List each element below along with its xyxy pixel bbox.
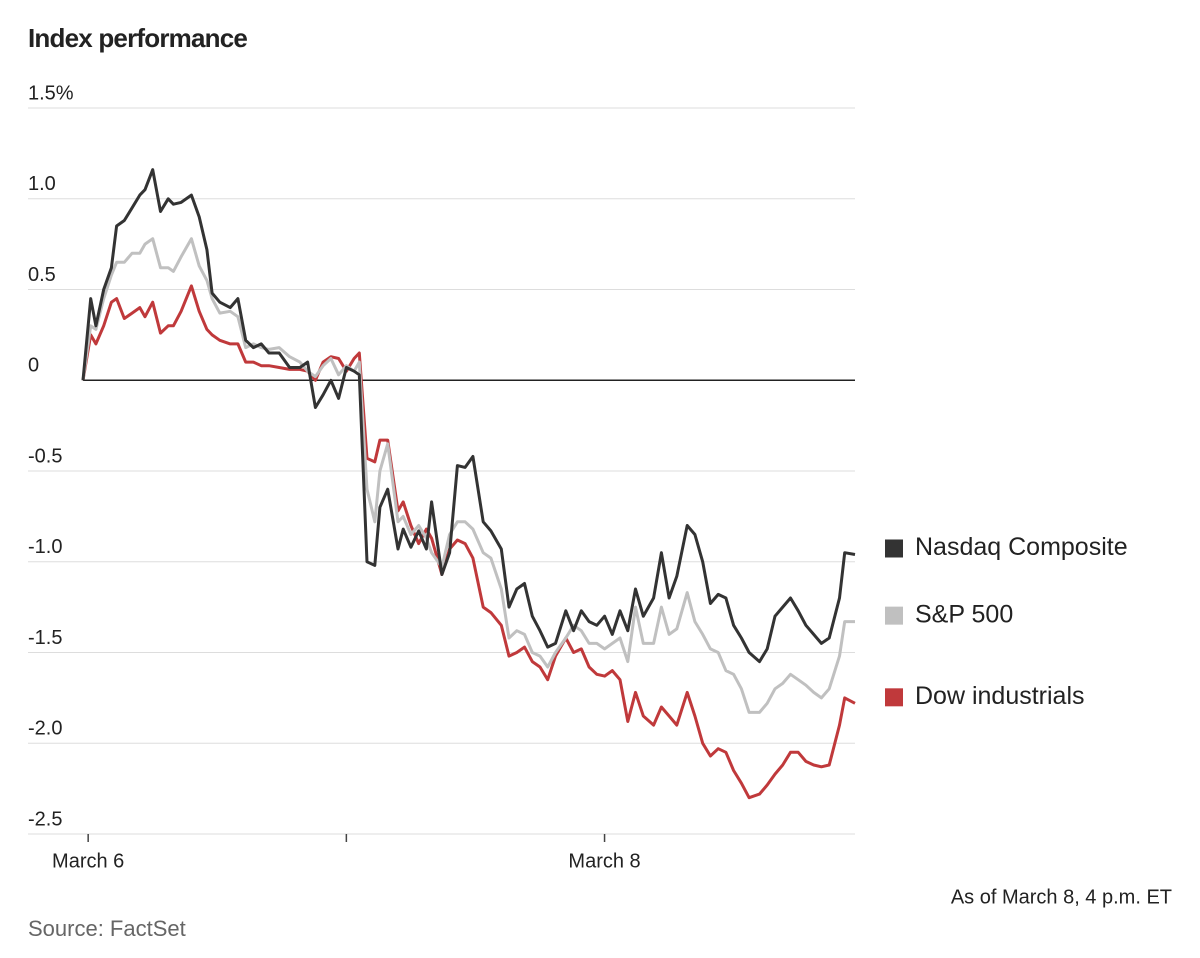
note: As of March 8, 4 p.m. ET: [951, 886, 1172, 908]
y-tick-label: -2.0: [28, 718, 62, 740]
chart-title: Index performance: [28, 23, 247, 53]
y-tick-label: -0.5: [28, 445, 62, 467]
x-tick-label: March 6: [52, 850, 124, 872]
y-tick-label: -1.5: [28, 627, 62, 649]
legend-label: Nasdaq Composite: [915, 533, 1128, 561]
y-tick-label: 0.5: [28, 264, 56, 286]
y-tick-label: -1.0: [28, 536, 62, 558]
line: [81, 168, 856, 664]
y-tick-label: -2.5: [28, 808, 62, 830]
y-tick-label: 1.5%: [28, 82, 74, 104]
legend-swatch: [885, 688, 903, 707]
legend-swatch: [885, 606, 903, 625]
x-tick-label: March 8: [568, 850, 640, 872]
legend-label: Dow industrials: [915, 682, 1085, 710]
source: Source: FactSet: [28, 916, 186, 941]
y-tick-label: 1.0: [28, 173, 56, 195]
line: [81, 237, 855, 714]
legend-label: S&P 500: [915, 600, 1013, 628]
y-tick-label: 0: [28, 355, 39, 377]
legend-swatch: [885, 539, 903, 558]
line: [81, 284, 856, 800]
